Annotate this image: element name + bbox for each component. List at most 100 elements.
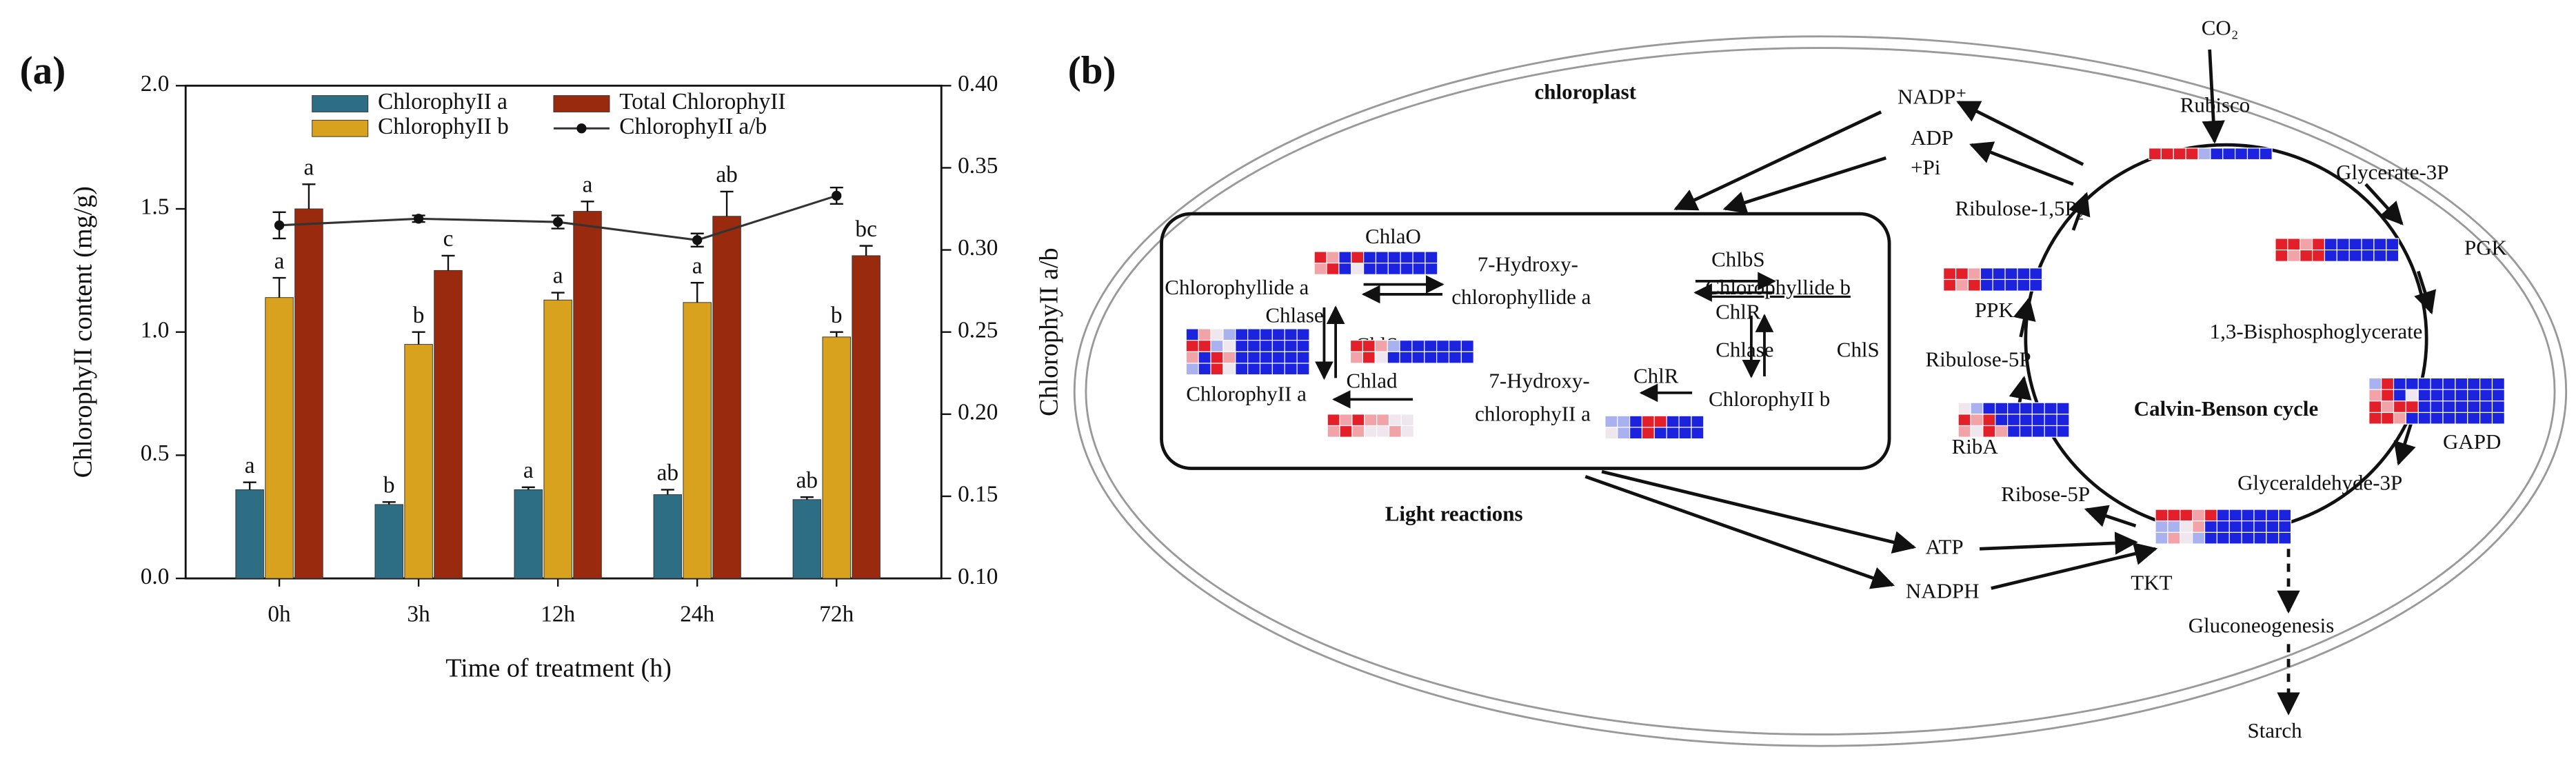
diagram-label: GAPD [2443, 429, 2501, 454]
heatmap-cell [1349, 340, 1364, 352]
error-bar [551, 292, 565, 301]
heatmap-cell [2216, 520, 2230, 533]
heatmap-cell [2491, 412, 2505, 425]
heatmap-cell [1284, 363, 1298, 376]
heatmap-cell [1198, 340, 1211, 352]
heatmap-cell [1235, 363, 1249, 376]
heatmap-cell [2259, 148, 2273, 161]
heatmap-cell [2222, 148, 2236, 161]
error-bar [859, 245, 873, 256]
significance-letter: b [383, 473, 395, 498]
bar [514, 489, 543, 579]
heatmap-cell [2311, 238, 2326, 251]
y-axis-label: ChlorophyII content (mg/g) [69, 186, 98, 478]
y2ticks-label: 0.30 [958, 235, 998, 261]
heatmap-cell [2155, 520, 2169, 533]
heatmap-cell [2287, 238, 2301, 251]
heatmap-cell [1425, 263, 1438, 275]
heatmap-cell [2324, 238, 2337, 251]
error-bar [800, 496, 814, 500]
heatmap-cell [2393, 377, 2406, 390]
heatmap-cell [1185, 328, 1199, 341]
heatmap-cell [2430, 377, 2444, 390]
heatmap-cell [2455, 389, 2468, 402]
heatmap-cell [2430, 400, 2444, 414]
diagram-label: Chlad [1347, 369, 1398, 393]
heatmap-cell [2216, 531, 2230, 545]
heatmap-cell [2442, 389, 2456, 402]
heatmap-cell [2479, 412, 2493, 425]
diagram-label: NADPH [1906, 579, 1980, 603]
heatmap-cell [2491, 377, 2505, 390]
legend-label: ChlorophyII a/b [619, 114, 767, 139]
heatmap-cell [2241, 520, 2255, 533]
heatmap-cell [1641, 415, 1655, 428]
heatmap-cell [2192, 520, 2206, 533]
y2ticks-label: 0.35 [958, 153, 998, 179]
yticks-label: 1.5 [141, 194, 170, 220]
heatmap-cell [1995, 425, 2009, 438]
diagram-label: ChlorophyII a [1186, 382, 1307, 406]
heatmap-cell [1992, 267, 2006, 281]
heatmap-cell [2029, 267, 2043, 281]
heatmap-cell [1617, 415, 1631, 428]
heatmap-cell [2467, 377, 2481, 390]
heatmap-cell [1284, 328, 1298, 341]
heatmap-cell [2417, 389, 2431, 402]
heatmap-cell [1980, 267, 1993, 281]
heatmap-cell [1247, 351, 1261, 364]
heatmap-cell [2275, 249, 2288, 262]
legend-label: ChlorophyII a [378, 89, 507, 114]
heatmap-cell [1338, 251, 1352, 264]
heatmap-cell [1387, 340, 1400, 352]
x-tick-label: 12h [541, 602, 575, 627]
heatmap-cell [2044, 425, 2057, 438]
arrow [1979, 531, 2138, 555]
heatmap-cell [2029, 278, 2043, 292]
diagram-label: Chlorophyllide b [1705, 275, 1851, 299]
heatmap-cell [1970, 402, 1984, 415]
error-bar [243, 481, 256, 490]
diagram-label: 7-Hydroxy- [1478, 252, 1578, 276]
heatmap-cell [2044, 414, 2057, 427]
heatmap-cell [2405, 389, 2419, 402]
heatmap-cell [1210, 363, 1224, 376]
bar [852, 255, 881, 579]
heatmap-cell [1995, 414, 2009, 427]
legend-swatch [576, 123, 587, 134]
diagram-label: ChlS [1837, 337, 1880, 361]
heatmap-cell [1604, 427, 1618, 440]
heatmap-cell [2197, 148, 2211, 161]
heatmap-cell [2368, 400, 2382, 414]
heatmap-cell [2031, 402, 2045, 415]
yticks-label: 2.0 [141, 71, 170, 97]
heatmap-cell [1958, 402, 1971, 415]
diagram-label: Chlase [1265, 303, 1323, 327]
heatmap-cell [2336, 238, 2350, 251]
heatmap-cell [1259, 340, 1273, 352]
bar [294, 208, 323, 579]
heatmap-cell [1399, 351, 1413, 364]
heatmap-cell [2467, 412, 2481, 425]
heatmap-cell [2017, 278, 2031, 292]
heatmap-cell [1349, 351, 1364, 364]
error-bar [302, 183, 316, 210]
heatmap-cell [1982, 414, 1996, 427]
heatmap-cell [1271, 351, 1285, 364]
heatmap-cell [2180, 531, 2193, 545]
heatmap-cell [1399, 340, 1413, 352]
heatmap-cell [1271, 340, 1285, 352]
heatmap-cell [1259, 351, 1273, 364]
significance-letter: b [831, 303, 843, 328]
significance-letter: a [245, 453, 255, 478]
ratio-point [692, 235, 703, 245]
legend-label: Total ChlorophyII [619, 89, 785, 114]
bar [235, 489, 264, 579]
heatmap-cell [1222, 340, 1236, 352]
heatmap-cell [2300, 238, 2313, 251]
heatmap-cell [1641, 427, 1655, 440]
heatmap-cell [1678, 415, 1692, 428]
heatmap-cell [2241, 531, 2255, 545]
heatmap-cell [1943, 267, 1957, 281]
heatmap-cell [2210, 148, 2224, 161]
